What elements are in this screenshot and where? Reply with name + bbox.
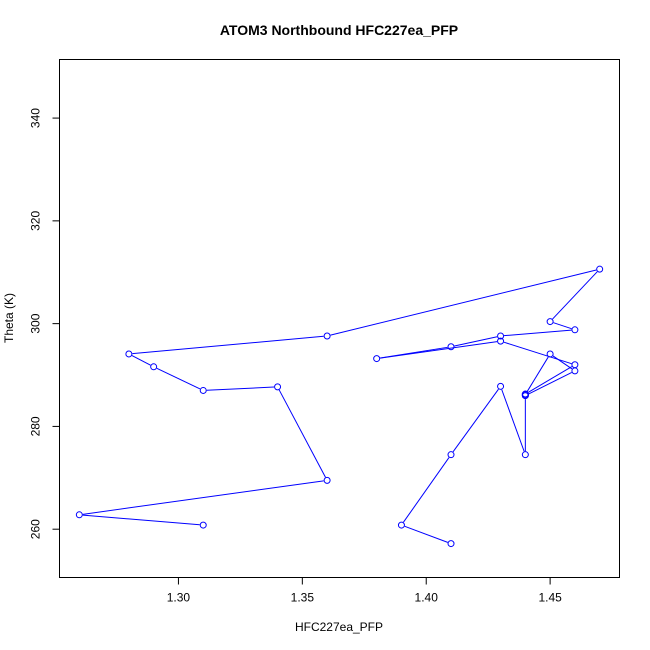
data-point [447,540,455,548]
x-axis-label: HFC227ea_PFP [295,620,383,634]
data-point [546,318,554,326]
y-axis: 260 280 300 320 340 [29,108,60,539]
x-tick-label: 1.35 [291,591,315,605]
y-tick-label: 280 [29,416,43,436]
data-point [274,383,282,391]
y-axis-label: Theta (K) [2,293,16,343]
series-line-segment [504,329,572,337]
data-point [497,382,505,390]
series-line-segment [503,341,572,365]
series-line-segment [528,372,572,395]
y-tick-label: 260 [29,519,43,539]
series-line-segment [330,269,597,336]
data-point [323,476,331,484]
x-axis: 1.30 1.35 1.40 1.45 [167,577,562,605]
data-point [397,521,405,529]
series-line-segment [404,525,448,543]
series-line-segment [82,480,324,515]
data-point [571,367,579,375]
y-tick-label: 340 [29,108,43,128]
series-line-segment [206,386,275,391]
data-point [447,451,455,459]
series-line-segment [454,336,498,347]
data-point [199,521,207,529]
series-line-segment [553,322,572,330]
data-point [323,332,331,340]
series-1 [75,265,604,548]
data-point [571,361,579,369]
data-point [497,337,505,345]
y-tick-label: 300 [29,313,43,333]
series-line-segment [132,335,324,355]
data-point [199,386,207,394]
chart-title: ATOM3 Northbound HFC227ea_PFP [220,22,458,38]
data-point [521,451,529,459]
data-point [125,350,133,358]
series-line-segment [452,388,499,453]
series-line-segment [526,356,549,392]
x-tick-label: 1.45 [538,591,562,605]
plot-frame [59,59,620,578]
data-point [546,350,554,358]
series-line-segment [552,355,573,370]
data-point [596,265,604,273]
series-line-segment [82,514,200,526]
data-point [150,363,158,371]
series-line-segment [156,367,201,390]
series-line-segment [403,457,450,523]
y-tick-label: 320 [29,211,43,231]
series-line-segment [501,389,525,452]
data-point [497,332,505,340]
series-line-segment [380,341,498,359]
data-point [521,392,529,400]
series-line-segment [278,389,326,478]
series-line-segment [528,366,573,393]
series-line-segment [131,355,151,366]
data-point [571,326,579,334]
x-tick-label: 1.40 [415,591,439,605]
x-tick-label: 1.30 [167,591,191,605]
data-point [75,511,83,519]
data-point [373,355,381,363]
series-line-segment [552,271,598,320]
data-point [447,343,455,351]
